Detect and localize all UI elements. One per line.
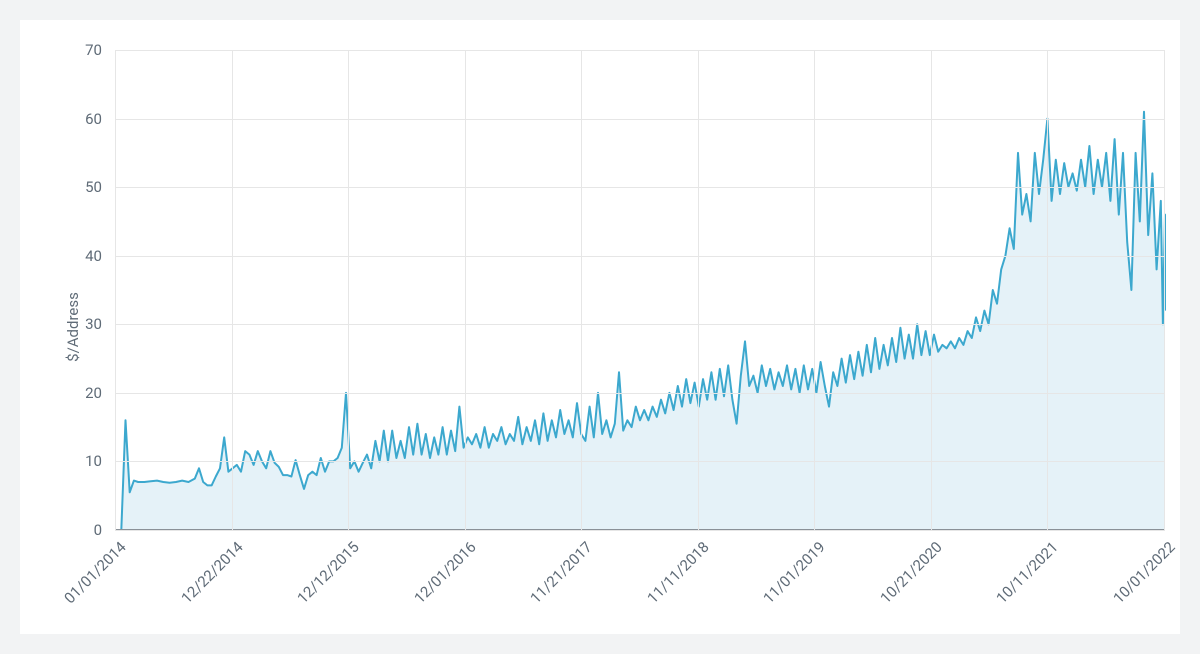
grid-line-horizontal [115, 50, 1165, 51]
x-tick-label: 10/01/2022 [1109, 538, 1178, 607]
y-tick-label: 0 [94, 521, 110, 539]
y-tick-label: 70 [85, 41, 110, 59]
x-tick-label: 12/12/2015 [294, 538, 363, 607]
x-tick-label: 11/21/2017 [527, 538, 596, 607]
x-tick-label: 10/11/2021 [993, 538, 1062, 607]
area-series [115, 50, 1165, 530]
grid-line-vertical [1047, 50, 1048, 530]
grid-line-horizontal [115, 324, 1165, 325]
grid-line-horizontal [115, 461, 1165, 462]
grid-line-vertical [348, 50, 349, 530]
grid-line-vertical [698, 50, 699, 530]
y-tick-label: 60 [85, 110, 110, 128]
y-tick-label: 30 [85, 315, 110, 333]
y-axis-title: $/Address [64, 292, 82, 362]
x-tick-label: 12/22/2014 [177, 538, 246, 607]
x-tick-label: 11/11/2018 [643, 538, 712, 607]
grid-line-horizontal [115, 119, 1165, 120]
chart-container: $/Address 0 10 20 30 40 50 60 70 01/01/2014 12/22… [20, 20, 1180, 634]
y-tick-label: 50 [85, 178, 110, 196]
x-tick-label: 01/01/2014 [60, 538, 129, 607]
y-tick-label: 20 [85, 384, 110, 402]
x-tick-label: 10/21/2020 [876, 538, 945, 607]
grid-line-vertical [115, 50, 116, 530]
grid-line-horizontal [115, 187, 1165, 188]
x-tick-label: 12/01/2016 [410, 538, 479, 607]
series-area-fill [115, 112, 1165, 530]
grid-line-vertical [814, 50, 815, 530]
grid-line-vertical [232, 50, 233, 530]
grid-line-horizontal [115, 393, 1165, 394]
grid-line-vertical [581, 50, 582, 530]
y-tick-label: 10 [85, 452, 110, 470]
x-tick-label: 11/01/2019 [760, 538, 829, 607]
plot-area [115, 50, 1165, 530]
grid-line-horizontal [115, 256, 1165, 257]
grid-line-vertical [465, 50, 466, 530]
y-tick-label: 40 [85, 247, 110, 265]
grid-line-vertical [931, 50, 932, 530]
grid-line-vertical [1164, 50, 1165, 530]
grid-line-horizontal [115, 530, 1165, 531]
